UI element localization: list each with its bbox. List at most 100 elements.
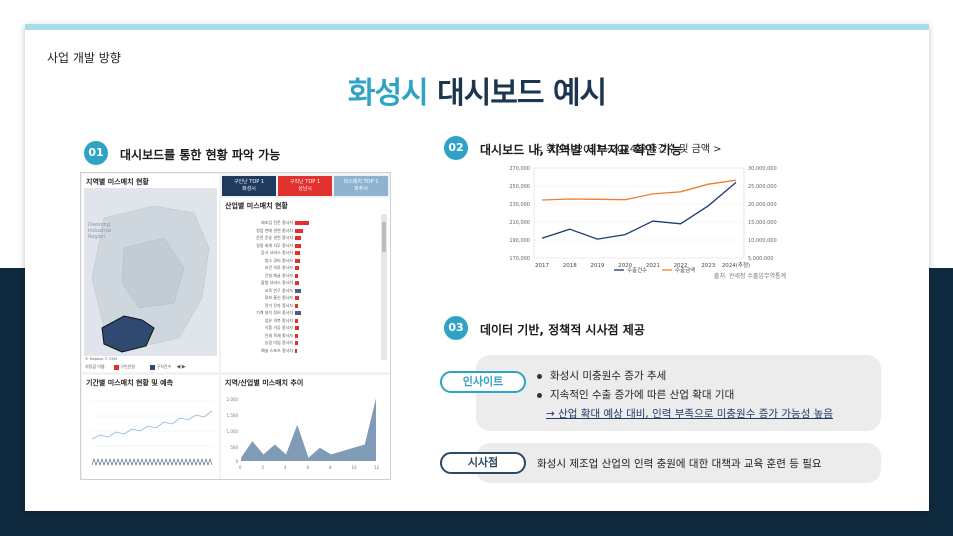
xtick: 2024(추정) [722, 262, 750, 269]
map-title: 지역별 미스매치 현황 [86, 178, 149, 186]
ytick-right: 30,000,000 [748, 166, 777, 172]
section1-number: 01 [84, 141, 108, 165]
industry-bar-row: 교육 연구 종사자 [221, 288, 376, 293]
area-xtick: 2 [261, 465, 265, 470]
legend-label: 수출건수 [627, 266, 647, 274]
ytick-right: 25,000,000 [748, 184, 777, 190]
industry-bar [295, 288, 301, 293]
industry-bar [295, 303, 299, 308]
insight-tag: 인사이트 [440, 371, 526, 393]
insight-bullet-1-text: 화성시 미충원수 증가 추세 [550, 370, 667, 382]
insight-arrow: → 산업 확대 예상 대비, 인력 부족으로 미충원수 증가 가능성 높음 [546, 408, 834, 420]
bullet-dot [537, 392, 542, 398]
industry-bar [295, 296, 299, 300]
top-box-2: 구직난 TOP 1 성남시 [278, 176, 332, 196]
industry-bar-label: 보건 의료 종사자 [264, 265, 293, 270]
ytick-left: 170,000 [509, 256, 530, 262]
industry-bar-row: 전기 전자 종사자 [221, 303, 376, 308]
area-xtick: 4 [284, 465, 287, 470]
top-box-3: 미스매치 TOP 1 파주시 [334, 176, 388, 196]
industry-bar [295, 236, 302, 240]
industry-bar [295, 333, 299, 338]
ytick-left: 210,000 [509, 220, 530, 226]
map-panel: 지역별 미스매치 현황 Daesong Industrial Region © … [82, 174, 219, 372]
slide-top-bar [25, 24, 929, 30]
industry-bar-row: 경영 회계 사무 종사자 [221, 243, 376, 248]
area-panel: 지역/산업별 미스매치 추이 2,000 1,500 1,000 500 0 0… [221, 375, 390, 479]
insight-bullet-2: 지속적인 수출 증가에 따른 산업 확대 기대 [537, 387, 734, 402]
ytick-left: 230,000 [509, 202, 530, 208]
series-line-1 [541, 181, 737, 240]
top-box-2-label: 구직난 TOP 1 [289, 179, 321, 185]
industry-bar [295, 281, 299, 285]
area-xtick: 8 [329, 465, 332, 470]
industry-bar [295, 348, 298, 353]
industry-bar-row: 음식 서비스 종사자 [221, 250, 376, 255]
area-yticks: 2,000 1,500 1,000 500 0 [224, 397, 238, 467]
trend-chart [91, 400, 214, 466]
area-ytick: 2,000 [226, 397, 238, 402]
industry-bar-label: 식품 가공 종사자 [264, 325, 293, 330]
industry-bar-label: 교육 연구 종사자 [264, 287, 293, 293]
industry-bar-row: 기계 설치 정비 종사자 [221, 310, 376, 315]
ytick-right: 15,000,000 [748, 220, 777, 226]
area-xticks: 0 2 4 6 8 10 12 [239, 465, 381, 473]
top-box-1: 구인난 TOP 1 화성시 [222, 176, 276, 196]
map-region-label: Daesong Industrial Region [88, 222, 112, 240]
industry-bar-label: 돌봄 서비스 종사자 [261, 280, 293, 285]
area-ytick: 1,500 [226, 413, 238, 418]
section3-heading: 데이터 기반, 정책적 시사점 제공 [480, 323, 645, 337]
export-chart-title: < 화성시 2017~2024 수출건수 및 금액 > [534, 144, 722, 155]
ytick-left: 270,000 [509, 166, 530, 172]
map-credit: © Mapbox © OSM [85, 357, 118, 361]
industry-bar-label: 음식 서비스 종사자 [261, 250, 293, 255]
hwaseong-region [101, 315, 155, 353]
industry-bar [295, 341, 299, 345]
top-box-1-sub: 화성시 [242, 186, 256, 192]
xtick: 2021 [646, 263, 660, 269]
industry-bar-label: 예술 스포츠 종사자 [261, 347, 293, 353]
industry-bar [295, 266, 299, 270]
industry-bar [295, 221, 310, 225]
legend-label: 수출금액 [675, 266, 695, 274]
ytick-left: 190,000 [509, 238, 530, 244]
legend-prev-icon[interactable]: ◀ [176, 364, 181, 370]
industry-bar-label: 전기 전자 종사자 [264, 302, 293, 308]
xtick: 2020 [618, 263, 632, 269]
area-xtick: 0 [239, 465, 242, 470]
map-district [121, 237, 185, 309]
title-main: 대시보드 예시 [437, 76, 607, 111]
industry-bar-label: 경영 회계 사무 종사자 [256, 242, 293, 248]
bullet-dot [537, 373, 542, 379]
industry-bar-label: 농림 어업 종사자 [264, 340, 293, 345]
xtick: 2022 [674, 263, 688, 269]
area-series [241, 398, 376, 461]
industry-bar [295, 251, 300, 255]
industry-bar-label: 제조업 전문 종사자 [261, 220, 293, 225]
ytick-right: 20,000,000 [748, 202, 777, 208]
section3-number: 03 [444, 316, 468, 340]
section2-number: 02 [444, 136, 468, 160]
industry-bar-row: 농림 어업 종사자 [221, 340, 376, 345]
top-box-1-label: 구인난 TOP 1 [233, 179, 265, 185]
industry-bar [295, 311, 301, 315]
industry-panel: 산업별 미스매치 현황 제조업 전문 종사자 영업 판매 관련 종사자 운전 운송 … [221, 198, 390, 372]
industry-bar [295, 258, 300, 263]
industry-bar-row: 보건 의료 종사자 [221, 265, 376, 270]
area-ytick: 500 [230, 445, 238, 450]
industry-bar-row: 건설 채굴 종사자 [221, 273, 376, 278]
scrollbar-thumb[interactable] [382, 222, 386, 252]
area-ytick: 0 [235, 459, 238, 464]
area-chart [241, 398, 376, 461]
industry-scrollbar[interactable] [381, 214, 387, 360]
legend-next-icon[interactable]: ▶ [181, 364, 186, 370]
map-svg [91, 205, 210, 353]
ytick-left: 250,000 [509, 184, 530, 190]
legend-chip-navy [150, 364, 156, 370]
top-box-3-sub: 파주시 [354, 186, 368, 192]
xtick: 2018 [563, 263, 577, 269]
chart-source: 출처: 관세청 수출입무역통계 [713, 273, 786, 280]
section-label: 사업 개발 방향 [47, 51, 121, 65]
insight-box [476, 355, 881, 431]
industry-bar [295, 326, 299, 330]
